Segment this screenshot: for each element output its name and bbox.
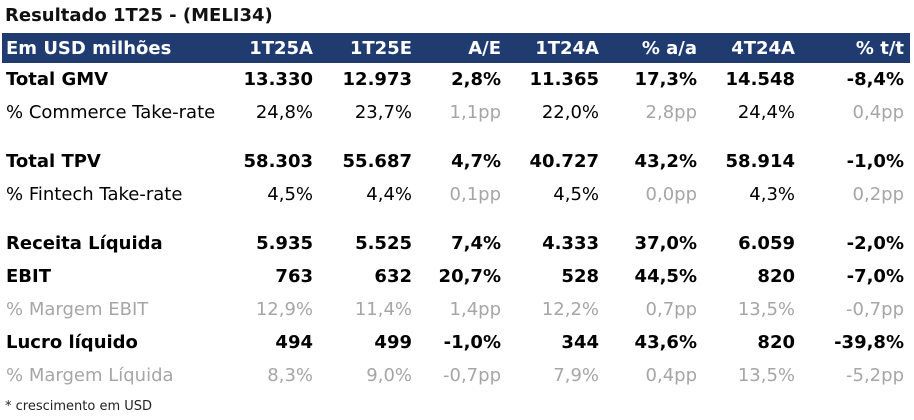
cell-value: 494 <box>275 332 313 353</box>
row-label: % Fintech Take-rate <box>6 184 183 205</box>
cell-value: 9,0% <box>366 365 412 386</box>
table-row-commerce-take-rate: % Commerce Take-rate 24,8% 23,7% 1,1pp 2… <box>2 96 910 129</box>
cell-value: 0,7pp <box>645 299 697 320</box>
cell-value: 4.333 <box>542 233 599 254</box>
column-header: 1T25E <box>349 37 412 59</box>
row-label: % Margem Líquida <box>6 365 174 386</box>
cell-value: 22,0% <box>541 102 599 123</box>
table-row-ebit-margin: % Margem EBIT 12,9% 11,4% 1,4pp 12,2% 0,… <box>2 293 910 326</box>
footnote: * crescimento em USD <box>5 399 153 414</box>
table-row-total-gmv: Total GMV 13.330 12.973 2,8% 11.365 17,3… <box>2 63 910 96</box>
cell-value: 24,4% <box>737 102 795 123</box>
table-row-fintech-take-rate: % Fintech Take-rate 4,5% 4,4% 0,1pp 4,5%… <box>2 178 910 211</box>
table-row-ebit: EBIT 763 632 20,7% 528 44,5% 820 -7,0% <box>2 260 910 293</box>
header-label: Em USD milhões <box>6 37 172 59</box>
cell-value: 0,0pp <box>645 184 697 205</box>
column-header: 1T24A <box>535 37 599 59</box>
cell-value: 528 <box>561 266 599 287</box>
cell-value: 5.525 <box>355 233 412 254</box>
cell-value: 4,7% <box>451 151 501 172</box>
row-label: Lucro líquido <box>6 332 138 353</box>
column-header: % t/t <box>855 37 904 59</box>
cell-value: 37,0% <box>634 233 697 254</box>
cell-value: 43,2% <box>634 151 697 172</box>
cell-value: 0,2pp <box>852 184 904 205</box>
cell-value: 12,9% <box>255 299 313 320</box>
row-label: % Margem EBIT <box>6 299 149 320</box>
cell-value: 58.914 <box>725 151 795 172</box>
table-row-net-margin: % Margem Líquida 8,3% 9,0% -0,7pp 7,9% 0… <box>2 359 910 392</box>
cell-value: 499 <box>374 332 412 353</box>
cell-value: 0,4pp <box>645 365 697 386</box>
cell-value: 4,4% <box>366 184 412 205</box>
cell-value: 14.548 <box>725 69 795 90</box>
cell-value: 11,4% <box>354 299 412 320</box>
cell-value: 5.935 <box>256 233 313 254</box>
page-title: Resultado 1T25 - (MELI34) <box>5 5 273 26</box>
cell-value: 4,3% <box>749 184 795 205</box>
cell-value: -1,0% <box>846 151 904 172</box>
cell-value: 17,3% <box>634 69 697 90</box>
row-label: % Commerce Take-rate <box>6 102 216 123</box>
cell-value: -5,2pp <box>846 365 904 386</box>
cell-value: -1,0% <box>443 332 501 353</box>
cell-value: 344 <box>561 332 599 353</box>
table-row-net-revenue: Receita Líquida 5.935 5.525 7,4% 4.333 3… <box>2 211 910 260</box>
column-header: 1T25A <box>249 37 313 59</box>
cell-value: 12.973 <box>342 69 412 90</box>
row-label: Receita Líquida <box>6 233 163 254</box>
cell-value: 2,8pp <box>645 102 697 123</box>
cell-value: 12,2% <box>541 299 599 320</box>
cell-value: 43,6% <box>634 332 697 353</box>
cell-value: 0,4pp <box>852 102 904 123</box>
cell-value: 763 <box>275 266 313 287</box>
cell-value: 820 <box>757 332 795 353</box>
results-table: Em USD milhões 1T25A 1T25E A/E 1T24A % a… <box>2 33 910 392</box>
cell-value: 7,9% <box>553 365 599 386</box>
column-header: 4T24A <box>731 37 795 59</box>
cell-value: 55.687 <box>342 151 412 172</box>
table-row-net-income: Lucro líquido 494 499 -1,0% 344 43,6% 82… <box>2 326 910 359</box>
column-header: % a/a <box>641 37 697 59</box>
cell-value: 2,8% <box>451 69 501 90</box>
cell-value: 58.303 <box>243 151 313 172</box>
row-label: EBIT <box>6 266 51 287</box>
cell-value: 13,5% <box>737 365 795 386</box>
cell-value: -2,0% <box>846 233 904 254</box>
cell-value: 0,1pp <box>449 184 501 205</box>
cell-value: 13,5% <box>737 299 795 320</box>
cell-value: -8,4% <box>846 69 904 90</box>
cell-value: 820 <box>757 266 795 287</box>
cell-value: 7,4% <box>451 233 501 254</box>
cell-value: 40.727 <box>529 151 599 172</box>
cell-value: -0,7pp <box>443 365 501 386</box>
cell-value: 20,7% <box>438 266 501 287</box>
cell-value: 13.330 <box>243 69 313 90</box>
cell-value: 632 <box>374 266 412 287</box>
column-header: A/E <box>468 37 501 59</box>
cell-value: 4,5% <box>553 184 599 205</box>
cell-value: 8,3% <box>267 365 313 386</box>
row-label: Total TPV <box>6 151 101 172</box>
row-label: Total GMV <box>6 69 109 90</box>
cell-value: 23,7% <box>354 102 412 123</box>
cell-value: 44,5% <box>634 266 697 287</box>
cell-value: 4,5% <box>267 184 313 205</box>
cell-value: 11.365 <box>529 69 599 90</box>
cell-value: 24,8% <box>255 102 313 123</box>
cell-value: -39,8% <box>834 332 904 353</box>
cell-value: 6.059 <box>738 233 795 254</box>
cell-value: -7,0% <box>846 266 904 287</box>
table-row-total-tpv: Total TPV 58.303 55.687 4,7% 40.727 43,2… <box>2 129 910 178</box>
cell-value: 1,1pp <box>449 102 501 123</box>
table-header-row: Em USD milhões 1T25A 1T25E A/E 1T24A % a… <box>2 33 910 63</box>
cell-value: -0,7pp <box>846 299 904 320</box>
cell-value: 1,4pp <box>449 299 501 320</box>
